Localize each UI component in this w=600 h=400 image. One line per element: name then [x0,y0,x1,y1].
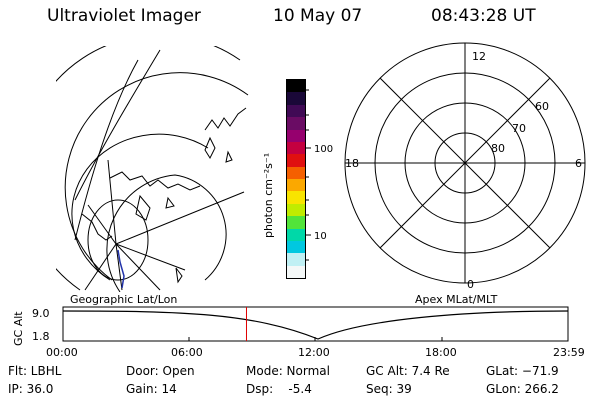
colorbar-band [287,253,305,266]
gain-status: Gain: 14 [126,382,177,396]
colorbar-band [287,129,305,142]
polar-plot-caption: Apex MLat/MLT [415,293,498,306]
alt-tick-1.8: 1.8 [32,330,50,343]
gc-alt-axis-label: GC Alt [12,311,25,346]
colorbar-band [287,240,305,254]
colorbar-band [287,179,305,192]
colorbar-band [287,216,305,229]
filter-status: Flt: LBHL [8,364,62,378]
colorbar-axis: 100 10 [306,89,333,261]
colorbar-band [287,228,305,241]
colorbar-band [287,154,305,167]
colorbar-band [287,265,305,278]
colorbar-band [287,117,305,130]
colorbar [286,79,306,279]
mlt-label-18: 18 [345,157,359,170]
dsp-status: Dsp: -5.4 [246,382,312,396]
time-tick-2359: 23:59 [553,346,585,359]
geo-map-caption: Geographic Lat/Lon [70,293,178,306]
colorbar-units-label: photon cm⁻²s⁻¹ [262,152,275,238]
door-status: Door: Open [126,364,195,378]
mlat-label-80: 80 [491,142,505,155]
date-label: 10 May 07 [273,6,363,26]
time-label: 08:43:28 UT [431,6,536,26]
alt-tick-9: 9.0 [32,307,50,320]
mlat-label-60: 60 [535,100,549,113]
colorbar-band [287,166,305,179]
colorbar-tick-100: 100 [314,144,333,155]
time-tick-1200: 12:00 [298,346,330,359]
colorbar-band [287,80,305,93]
time-tick-1800: 18:00 [425,346,457,359]
altitude-strip-chart [62,306,569,342]
polar-plot: 12 18 6 0 60 70 80 [344,42,586,291]
time-tick-0000: 00:00 [46,346,78,359]
seq-status: Seq: 39 [366,382,412,396]
mlt-label-0: 0 [467,278,474,291]
glat-status: GLat: −71.9 [486,364,559,378]
mlat-label-70: 70 [512,122,526,135]
gc-alt-status: GC Alt: 7.4 Re [366,364,450,378]
instrument-title: Ultraviolet Imager [47,6,201,26]
time-tick-0600: 06:00 [171,346,203,359]
mlt-label-6: 6 [575,157,582,170]
colorbar-band [287,141,305,155]
mlt-label-12: 12 [472,50,486,63]
colorbar-tick-10: 10 [314,231,327,242]
colorbar-band [287,191,305,204]
colorbar-band [287,104,305,118]
glon-status: GLon: 266.2 [486,382,559,396]
colorbar-band [287,92,305,105]
colorbar-band [287,203,305,217]
mode-status: Mode: Normal [246,364,330,378]
ip-status: IP: 36.0 [8,382,54,396]
